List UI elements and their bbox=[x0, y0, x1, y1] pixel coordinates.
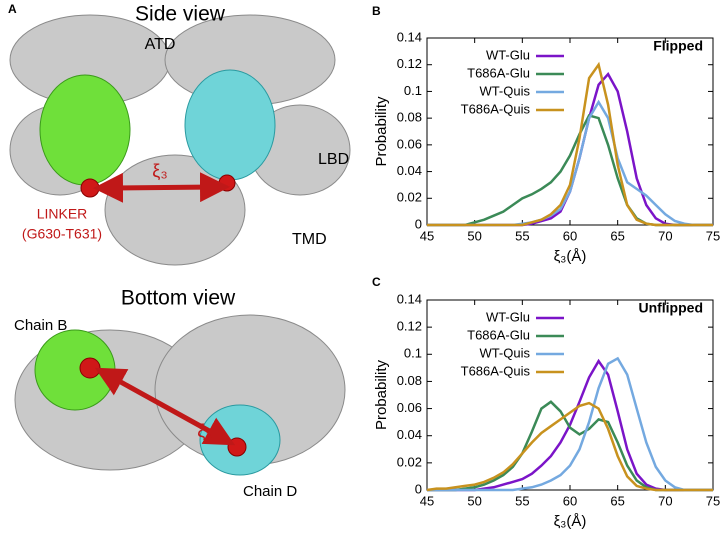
data-line bbox=[427, 356, 713, 492]
x-tick-label: 65 bbox=[610, 228, 624, 243]
chain-label: Chain D bbox=[243, 483, 297, 500]
linker-label: LINKER bbox=[37, 206, 88, 222]
x-tick-label: 45 bbox=[420, 493, 434, 508]
y-tick-label: 0.12 bbox=[397, 56, 422, 71]
y-tick-label: 0.08 bbox=[397, 373, 422, 388]
xi-label: ξ₃ bbox=[197, 421, 212, 441]
data-line bbox=[427, 61, 713, 227]
x-tick-label: 75 bbox=[706, 228, 720, 243]
domain-label: TMD bbox=[292, 231, 327, 248]
x-tick-label: 75 bbox=[706, 493, 720, 508]
legend-label: T686A-Glu bbox=[467, 327, 530, 342]
x-tick-label: 65 bbox=[610, 493, 624, 508]
y-axis-label: Probability bbox=[373, 359, 390, 430]
panel-label: A bbox=[8, 2, 17, 16]
legend-label: T686A-Quis bbox=[461, 363, 531, 378]
view-title: Side view bbox=[135, 3, 226, 26]
legend-label: T686A-Glu bbox=[467, 65, 530, 80]
data-line bbox=[427, 114, 713, 227]
legend-label: T686A-Quis bbox=[461, 101, 531, 116]
legend-label: WT-Quis bbox=[479, 345, 530, 360]
x-axis-label: ξ₃(Å) bbox=[554, 513, 587, 530]
y-tick-label: 0.06 bbox=[397, 136, 422, 151]
y-tick-label: 0.08 bbox=[397, 110, 422, 125]
x-tick-label: 70 bbox=[658, 493, 672, 508]
y-tick-label: 0.14 bbox=[397, 291, 422, 306]
y-tick-label: 0.02 bbox=[397, 454, 422, 469]
legend-label: WT-Quis bbox=[479, 83, 530, 98]
x-tick-label: 60 bbox=[563, 493, 577, 508]
legend-label: WT-Glu bbox=[486, 309, 530, 324]
x-tick-label: 45 bbox=[420, 228, 434, 243]
data-line bbox=[427, 99, 713, 227]
y-tick-label: 0 bbox=[415, 481, 422, 496]
data-line bbox=[426, 401, 713, 492]
view-title: Bottom view bbox=[121, 287, 236, 310]
chain-label: Chain B bbox=[14, 317, 67, 334]
annotation: Flipped bbox=[653, 38, 703, 54]
y-tick-label: 0.1 bbox=[404, 346, 422, 361]
y-tick-label: 0 bbox=[415, 216, 422, 231]
linker-range: (G630-T631) bbox=[22, 226, 102, 242]
x-tick-label: 50 bbox=[467, 493, 481, 508]
y-tick-label: 0.04 bbox=[397, 163, 422, 178]
x-tick-label: 55 bbox=[515, 228, 529, 243]
bottom-view-structure bbox=[14, 314, 346, 476]
x-tick-label: 55 bbox=[515, 493, 529, 508]
domain-label: ATD bbox=[145, 36, 176, 53]
y-tick-label: 0.02 bbox=[397, 190, 422, 205]
domain-label: LBD bbox=[318, 151, 349, 168]
y-tick-label: 0.12 bbox=[397, 319, 422, 334]
panel-label: B bbox=[372, 4, 381, 18]
y-axis-label: Probability bbox=[373, 96, 390, 167]
x-tick-label: 70 bbox=[658, 228, 672, 243]
legend-label: WT-Glu bbox=[486, 47, 530, 62]
panel-label: C bbox=[372, 275, 381, 289]
annotation: Unflipped bbox=[638, 300, 703, 316]
y-tick-label: 0.04 bbox=[397, 427, 422, 442]
y-tick-label: 0.1 bbox=[404, 83, 422, 98]
x-axis-label: ξ₃(Å) bbox=[554, 248, 587, 265]
data-line bbox=[427, 400, 713, 492]
y-tick-label: 0.06 bbox=[397, 400, 422, 415]
data-line bbox=[427, 71, 713, 227]
x-tick-label: 60 bbox=[563, 228, 577, 243]
side-view-structure bbox=[9, 14, 351, 266]
xi-label: ξ₃ bbox=[152, 161, 167, 181]
y-tick-label: 0.14 bbox=[397, 29, 422, 44]
x-tick-label: 50 bbox=[467, 228, 481, 243]
